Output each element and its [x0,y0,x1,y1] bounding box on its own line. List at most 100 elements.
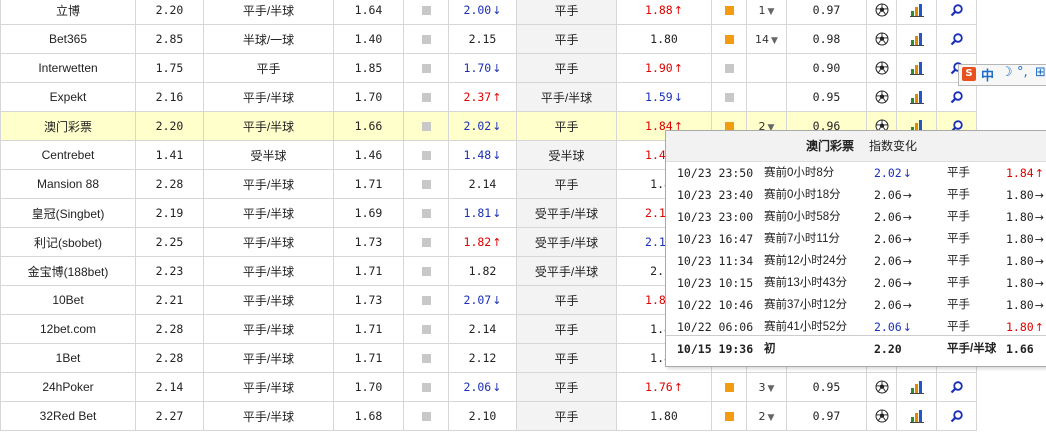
checkbox-cell[interactable] [403,53,449,83]
history-handicap: 平手 [947,299,970,311]
row-checkbox[interactable] [421,296,431,305]
company-name[interactable]: 立博 [0,0,136,25]
magnifier-icon[interactable] [950,32,964,46]
checkbox-cell[interactable] [403,82,449,112]
row-checkbox[interactable] [421,267,431,276]
soccer-ball-icon[interactable] [875,32,889,46]
history-time: 10/23 23:00 [677,210,754,224]
checkbox-cell[interactable] [403,198,449,228]
ime-extra-icon[interactable]: ⊞ [1035,65,1046,80]
magnifier-icon[interactable] [950,380,964,394]
row-checkbox[interactable] [421,122,431,131]
checkbox-cell[interactable] [403,24,449,54]
row-checkbox[interactable] [421,209,431,218]
soccer-ball-icon[interactable] [875,61,889,75]
change-count-dropdown[interactable]: 2 ▼ [759,410,775,423]
checkbox-cell[interactable] [403,343,449,373]
initial-handicap: 平手/半球 [203,111,334,141]
company-name[interactable]: 1Bet [0,343,136,373]
bar-chart-icon[interactable] [909,380,924,395]
ime-logo-icon[interactable]: S [962,67,976,81]
change-count-cell[interactable]: 1 ▼ [746,0,787,25]
payout-rate: 0.97 [786,0,867,25]
row-checkbox[interactable] [421,383,431,392]
company-name[interactable]: 32Red Bet [0,401,136,431]
company-name[interactable]: 12bet.com [0,314,136,344]
checkbox-cell[interactable] [403,227,449,257]
change-count-cell[interactable]: 3 ▼ [746,372,787,402]
bar-chart-icon[interactable] [909,90,924,105]
checkbox-cell[interactable] [403,140,449,170]
chevron-down-icon[interactable]: ▼ [771,36,778,46]
company-name[interactable]: 皇冠(Singbet) [0,198,136,228]
checkbox-cell[interactable] [403,285,449,315]
initial-away-odds: 1.71 [333,343,404,373]
row-checkbox[interactable] [421,238,431,247]
soccer-ball-icon[interactable] [875,409,889,423]
company-name[interactable]: Mansion 88 [0,169,136,199]
soccer-ball-icon[interactable] [875,380,889,394]
row-checkbox[interactable] [421,93,431,102]
company-name[interactable]: 澳门彩票 [0,111,136,141]
soccer-ball-icon[interactable] [875,3,889,17]
company-name[interactable]: Expekt [0,82,136,112]
row-checkbox[interactable] [421,6,431,15]
change-count-value: 1 [758,4,766,17]
checkbox-cell[interactable] [403,256,449,286]
ime-mode-toggle[interactable]: 中 [981,69,995,84]
ime-toolbar[interactable]: S 中 ☽ °, ⊞ [958,64,1046,86]
chevron-down-icon[interactable]: ▼ [767,413,775,423]
company-name[interactable]: Interwetten [0,53,136,83]
row-checkbox[interactable] [421,412,431,421]
checkbox-cell[interactable] [403,372,449,402]
chevron-down-icon[interactable]: ▼ [767,384,775,394]
row-checkbox[interactable] [421,180,431,189]
flag-cell [711,24,747,54]
change-count-dropdown[interactable]: 1 ▼ [759,4,775,17]
initial-away-odds: 1.85 [333,53,404,83]
live-away-odds: 1.76↑ [616,372,712,402]
row-checkbox[interactable] [421,35,431,44]
change-count-dropdown[interactable]: 3 ▼ [759,381,775,394]
chevron-down-icon[interactable]: ▼ [767,123,775,133]
magnifier-icon[interactable] [950,409,964,423]
bar-chart-icon[interactable] [909,3,924,18]
company-name[interactable]: 利记(sbobet) [0,227,136,257]
company-name[interactable]: 24hPoker [0,372,136,402]
magnifier-icon[interactable] [950,3,964,17]
initial-handicap: 平手/半球 [203,343,334,373]
company-name[interactable]: Centrebet [0,140,136,170]
arrow-up-icon: ↑ [673,381,683,394]
history-away-value: 1.80 [1006,210,1034,224]
checkbox-cell[interactable] [403,401,449,431]
chart-cell [896,24,937,54]
soccer-ball-icon[interactable] [875,90,889,104]
checkbox-cell[interactable] [403,169,449,199]
row-checkbox[interactable] [421,151,431,160]
company-name[interactable]: 金宝博(188bet) [0,256,136,286]
bar-chart-icon[interactable] [909,32,924,47]
company-name[interactable]: Bet365 [0,24,136,54]
change-count-dropdown[interactable]: 2 ▼ [759,120,775,133]
company-name[interactable]: 10Bet [0,285,136,315]
change-count-cell[interactable]: 14 ▼ [746,24,787,54]
bar-chart-icon[interactable] [909,409,924,424]
row-checkbox[interactable] [421,325,431,334]
checkbox-cell[interactable] [403,0,449,25]
live-home-odds: 2.12 [448,343,517,373]
status-flag-icon [724,412,734,421]
change-count-dropdown[interactable]: 14 ▼ [755,33,778,46]
checkbox-cell[interactable] [403,314,449,344]
punctuation-toggle[interactable]: °, [1017,65,1028,80]
chevron-down-icon[interactable]: ▼ [767,7,775,17]
payout-rate: 0.98 [786,24,867,54]
magnifier-icon[interactable] [950,90,964,104]
flag-cell [711,401,747,431]
bar-chart-icon[interactable] [909,61,924,76]
checkbox-cell[interactable] [403,111,449,141]
moon-icon[interactable]: ☽ [1001,65,1013,80]
row-checkbox[interactable] [421,354,431,363]
soccer-ball-icon[interactable] [875,119,889,133]
change-count-cell[interactable]: 2 ▼ [746,401,787,431]
row-checkbox[interactable] [421,64,431,73]
